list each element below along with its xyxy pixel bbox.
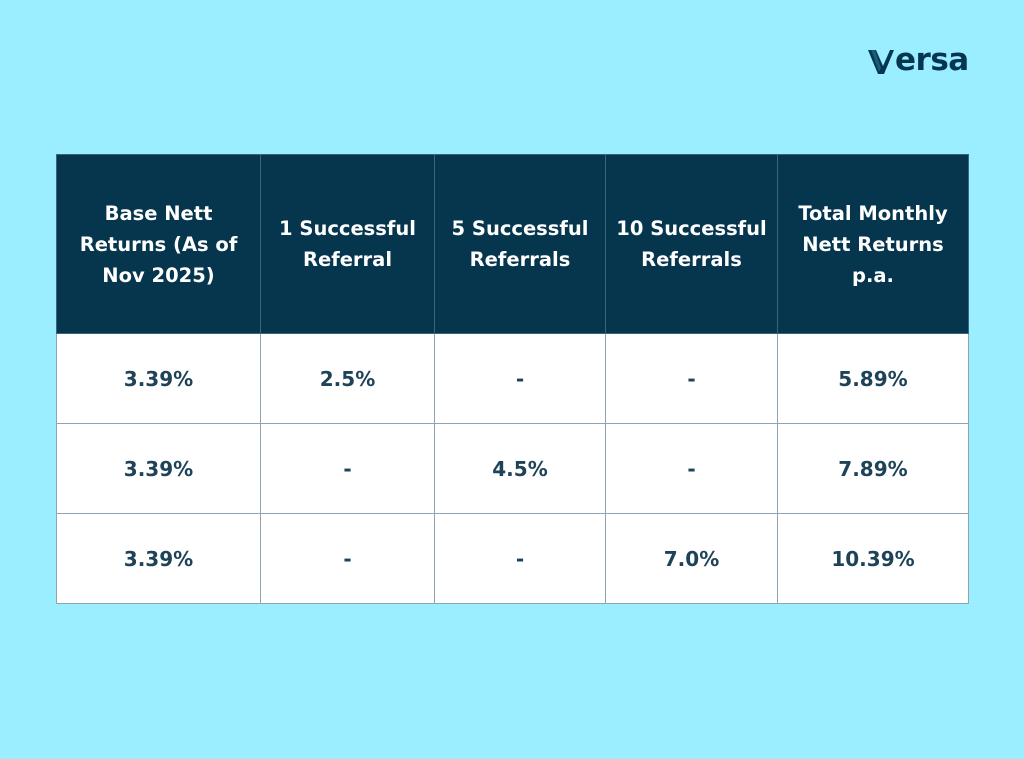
table-row: 3.39% - - 7.0% 10.39%	[56, 513, 969, 604]
table-cell: -	[605, 423, 778, 514]
header-total-monthly-nett-returns: Total Monthly Nett Returns p.a.	[777, 154, 969, 334]
table-cell: 4.5%	[434, 423, 606, 514]
table-cell: 7.0%	[605, 513, 778, 604]
table-cell: -	[605, 333, 778, 424]
table-cell: -	[434, 513, 606, 604]
table-cell: -	[434, 333, 606, 424]
header-1-successful-referral: 1 Successful Referral	[260, 154, 435, 334]
brand-name: ersa	[895, 41, 969, 78]
table-cell: -	[260, 423, 435, 514]
versa-logo: ersa	[868, 38, 969, 82]
table-row: 3.39% - 4.5% - 7.89%	[56, 423, 969, 514]
versa-v-icon	[868, 50, 894, 74]
table-cell: 7.89%	[777, 423, 969, 514]
table-cell: 3.39%	[56, 513, 261, 604]
header-base-nett-returns: Base Nett Returns (As of Nov 2025)	[56, 154, 261, 334]
table-cell: 3.39%	[56, 423, 261, 514]
table-cell: -	[260, 513, 435, 604]
table-cell: 5.89%	[777, 333, 969, 424]
table-row: 3.39% 2.5% - - 5.89%	[56, 333, 969, 424]
table-cell: 3.39%	[56, 333, 261, 424]
header-10-successful-referrals: 10 Successful Referrals	[605, 154, 778, 334]
header-5-successful-referrals: 5 Successful Referrals	[434, 154, 606, 334]
table-cell: 10.39%	[777, 513, 969, 604]
table-header-row: Base Nett Returns (As of Nov 2025) 1 Suc…	[56, 154, 969, 334]
table-cell: 2.5%	[260, 333, 435, 424]
referral-returns-table: Base Nett Returns (As of Nov 2025) 1 Suc…	[56, 154, 969, 604]
